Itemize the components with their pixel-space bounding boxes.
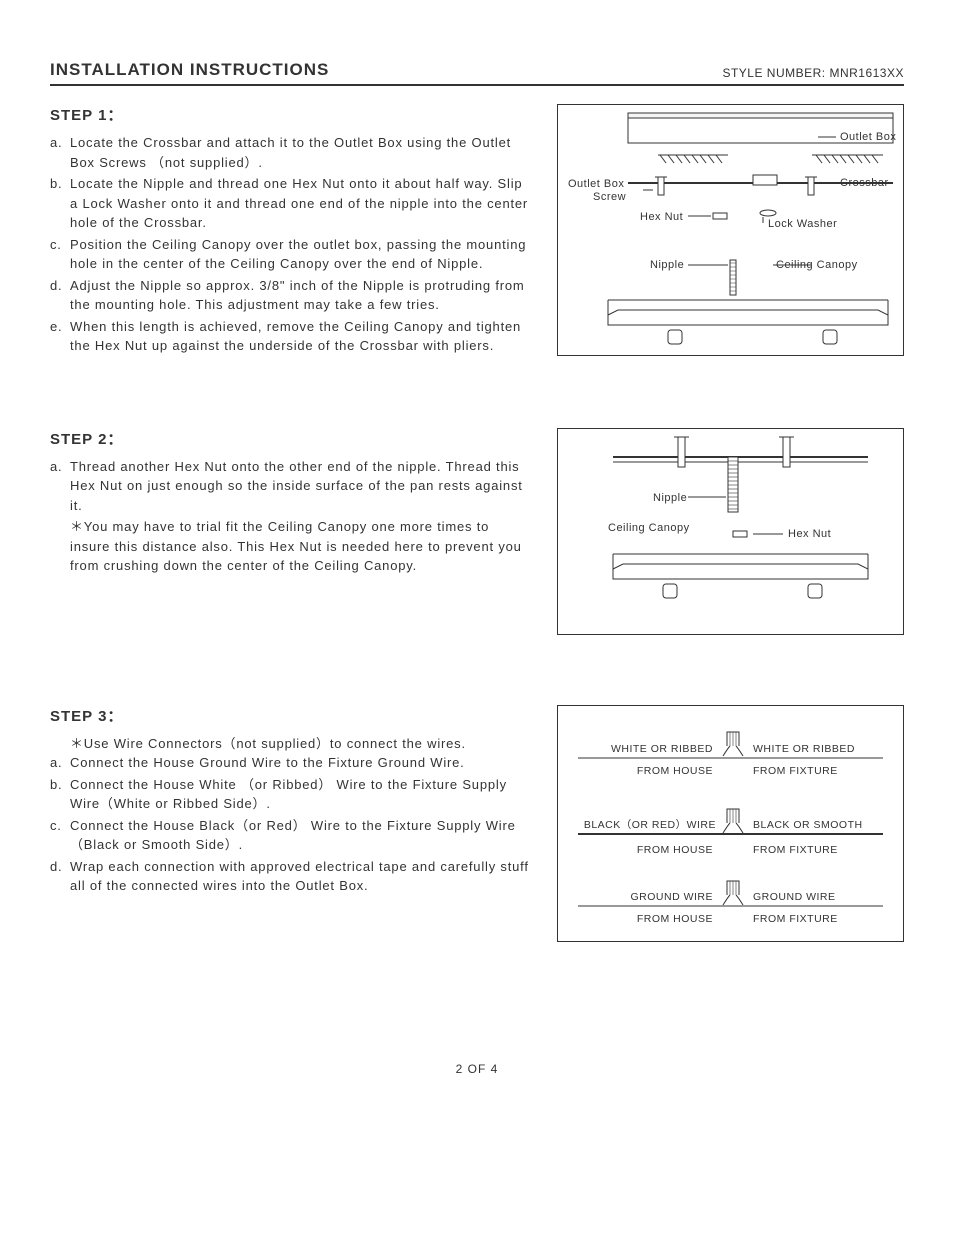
item-marker: c.	[50, 816, 70, 855]
label-nipple: Nipple	[650, 259, 684, 271]
step-1: STEP 1： a.Locate the Crossbar and attach…	[50, 104, 904, 358]
step-3-list: a.Connect the House Ground Wire to the F…	[50, 753, 533, 896]
label-ground-right: GROUND WIRE	[753, 891, 836, 903]
list-item: a.Thread another Hex Nut onto the other …	[50, 457, 533, 516]
item-marker: e.	[50, 317, 70, 356]
page-title: INSTALLATION INSTRUCTIONS	[50, 60, 329, 80]
label-ground-left: GROUND WIRE	[631, 891, 714, 903]
step-2-diagram: Nipple Ceiling Canopy Hex Nut	[557, 428, 904, 635]
label-from-fixture-1: FROM FIXTURE	[753, 765, 838, 777]
item-marker: b.	[50, 775, 70, 814]
step-3-text: STEP 3： ＊Use Wire Connectors（not supplie…	[50, 705, 533, 898]
label-from-fixture-3: FROM FIXTURE	[753, 913, 838, 925]
label-crossbar: Crossbar	[840, 177, 889, 189]
item-body: Locate the Crossbar and attach it to the…	[70, 133, 533, 172]
item-marker: d.	[50, 857, 70, 896]
page-header: INSTALLATION INSTRUCTIONS STYLE NUMBER: …	[50, 60, 904, 86]
item-marker: b.	[50, 174, 70, 233]
step-3: STEP 3： ＊Use Wire Connectors（not supplie…	[50, 705, 904, 942]
step-2-text: STEP 2： a.Thread another Hex Nut onto th…	[50, 428, 533, 576]
list-item: d.Adjust the Nipple so approx. 3/8" inch…	[50, 276, 533, 315]
list-item: b.Locate the Nipple and thread one Hex N…	[50, 174, 533, 233]
step-3-note: ＊Use Wire Connectors（not supplied）to con…	[70, 734, 533, 754]
item-body: When this length is achieved, remove the…	[70, 317, 533, 356]
step-2-note: ＊You may have to trial fit the Ceiling C…	[70, 517, 533, 576]
label-from-fixture-2: FROM FIXTURE	[753, 844, 838, 856]
item-body: Wrap each connection with approved elect…	[70, 857, 533, 896]
list-item: c.Position the Ceiling Canopy over the o…	[50, 235, 533, 274]
list-item: c.Connect the House Black（or Red） Wire t…	[50, 816, 533, 855]
item-body: Locate the Nipple and thread one Hex Nut…	[70, 174, 533, 233]
label-nipple: Nipple	[653, 492, 687, 504]
label-from-house-1: FROM HOUSE	[637, 765, 713, 777]
item-marker: a.	[50, 133, 70, 172]
label-black-smooth: BLACK OR SMOOTH	[753, 819, 863, 831]
label-black-red: BLACK（OR RED）WIRE	[584, 819, 716, 831]
step-1-diagram: Outlet Box Crossbar Outlet BoxScrew Hex …	[557, 104, 904, 356]
item-body: Connect the House Black（or Red） Wire to …	[70, 816, 533, 855]
label-hex-nut: Hex Nut	[788, 528, 831, 540]
step-2-list: a.Thread another Hex Nut onto the other …	[50, 457, 533, 516]
style-number: STYLE NUMBER: MNR1613XX	[722, 66, 904, 80]
step-2: STEP 2： a.Thread another Hex Nut onto th…	[50, 428, 904, 635]
list-item: d.Wrap each connection with approved ele…	[50, 857, 533, 896]
item-body: Adjust the Nipple so approx. 3/8" inch o…	[70, 276, 533, 315]
step-3-heading: STEP 3：	[50, 705, 533, 726]
label-hex-nut: Hex Nut	[640, 211, 683, 223]
list-item: a.Locate the Crossbar and attach it to t…	[50, 133, 533, 172]
list-item: e.When this length is achieved, remove t…	[50, 317, 533, 356]
label-from-house-3: FROM HOUSE	[637, 913, 713, 925]
item-marker: a.	[50, 753, 70, 773]
label-white-ribbed-right: WHITE OR RIBBED	[753, 743, 855, 755]
label-white-ribbed-left: WHITE OR RIBBED	[611, 743, 713, 755]
label-ceiling-canopy: Ceiling Canopy	[776, 259, 858, 271]
label-ceiling-canopy: Ceiling Canopy	[608, 522, 690, 534]
item-marker: c.	[50, 235, 70, 274]
list-item: b.Connect the House White （or Ribbed） Wi…	[50, 775, 533, 814]
step-1-list: a.Locate the Crossbar and attach it to t…	[50, 133, 533, 356]
list-item: a.Connect the House Ground Wire to the F…	[50, 753, 533, 773]
item-marker: a.	[50, 457, 70, 516]
item-body: Connect the House Ground Wire to the Fix…	[70, 753, 533, 773]
item-body: Connect the House White （or Ribbed） Wire…	[70, 775, 533, 814]
step-2-heading: STEP 2：	[50, 428, 533, 449]
item-body: Position the Ceiling Canopy over the out…	[70, 235, 533, 274]
page-footer: 2 OF 4	[50, 1062, 904, 1076]
label-from-house-2: FROM HOUSE	[637, 844, 713, 856]
step-3-diagram: WHITE OR RIBBED WHITE OR RIBBED FROM HOU…	[557, 705, 904, 942]
label-outlet-box-screw: Outlet BoxScrew	[568, 178, 626, 203]
step-1-heading: STEP 1：	[50, 104, 533, 125]
step-1-text: STEP 1： a.Locate the Crossbar and attach…	[50, 104, 533, 358]
label-outlet-box: Outlet Box	[840, 131, 896, 143]
item-body: Thread another Hex Nut onto the other en…	[70, 457, 533, 516]
label-lock-washer: Lock Washer	[768, 218, 837, 230]
item-marker: d.	[50, 276, 70, 315]
